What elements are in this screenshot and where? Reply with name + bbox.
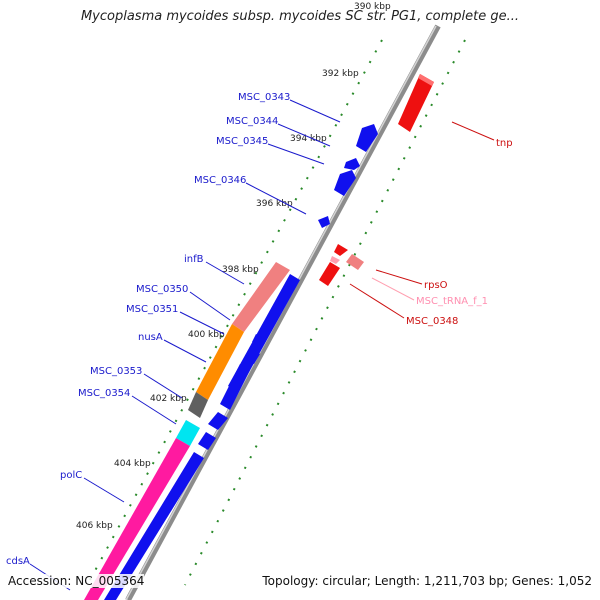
feature-msc0354[interactable] [198,432,216,450]
map-title: Mycoplasma mycoides subsp. mycoides SC s… [80,9,520,24]
feature-misc-band[interactable] [188,392,208,418]
feature-tnp-shade [418,74,434,86]
gene-label-msc0353[interactable]: MSC_0353 [90,366,142,377]
tick-label: 394 kbp [290,134,327,144]
tick-label: 406 kbp [76,521,113,531]
feature-rpsO[interactable] [334,244,348,256]
feature-rrna-band[interactable] [196,324,244,400]
tick-label: 396 kbp [256,199,293,209]
tick-label: 402 kbp [150,394,187,404]
gene-label-cdsA[interactable]: cdsA [6,556,30,567]
feature-pseudo-band[interactable] [232,262,290,332]
tick-label: 400 kbp [188,330,225,340]
gene-label-msc0354[interactable]: MSC_0354 [78,388,130,399]
feature-msc0344[interactable] [344,158,360,170]
feature-msc0351[interactable] [244,348,260,364]
gene-label-msc0345[interactable]: MSC_0345 [216,136,268,147]
feature-msc0348[interactable] [319,262,340,286]
feature-trna[interactable] [330,256,340,264]
feature-magenta-band[interactable] [84,438,190,600]
gene-label-polC[interactable]: polC [60,470,82,481]
tick-labels: 390 kbp 392 kbp 394 kbp 396 kbp 398 kbp … [76,2,391,531]
tick-label: 398 kbp [222,265,259,275]
tick-label: 390 kbp [354,2,391,12]
right-gene-labels: tnp rpsO MSC_tRNA_f_1 MSC_0348 [349,121,513,327]
gene-label-msc0344[interactable]: MSC_0344 [226,116,278,127]
feature-msc0345[interactable] [334,170,356,196]
feature-cyan-band[interactable] [176,420,200,446]
feature-tnp[interactable] [398,74,434,132]
gene-label-rpsO[interactable]: rpsO [424,280,448,291]
gene-label-msc0346[interactable]: MSC_0346 [194,175,246,186]
feature-infB[interactable] [228,274,300,392]
gene-label-tnp[interactable]: tnp [496,138,513,149]
backbone-line [125,24,441,600]
tick-label: 392 kbp [322,69,359,79]
gene-label-msc0343[interactable]: MSC_0343 [238,92,290,103]
feature-nusA[interactable] [220,364,250,410]
feature-msc0350[interactable] [252,334,266,348]
gene-label-trna[interactable]: MSC_tRNA_f_1 [416,296,488,307]
feature-polC[interactable] [104,452,204,600]
gene-label-msc0350[interactable]: MSC_0350 [136,284,188,295]
topology-summary: Topology: circular; Length: 1,211,703 bp… [262,574,592,588]
gene-label-msc0351[interactable]: MSC_0351 [126,304,178,315]
gene-label-nusA[interactable]: nusA [138,332,163,343]
feature-msc0353[interactable] [208,412,228,430]
gene-label-infB[interactable]: infB [184,254,204,265]
feature-msc0343[interactable] [356,124,378,152]
tick-label: 404 kbp [114,459,151,469]
accession-text: Accession: NC_005364 [8,574,145,588]
feature-pseudo-small[interactable] [346,254,364,270]
feature-msc0346[interactable] [318,216,330,228]
gene-label-msc0348[interactable]: MSC_0348 [406,316,458,327]
